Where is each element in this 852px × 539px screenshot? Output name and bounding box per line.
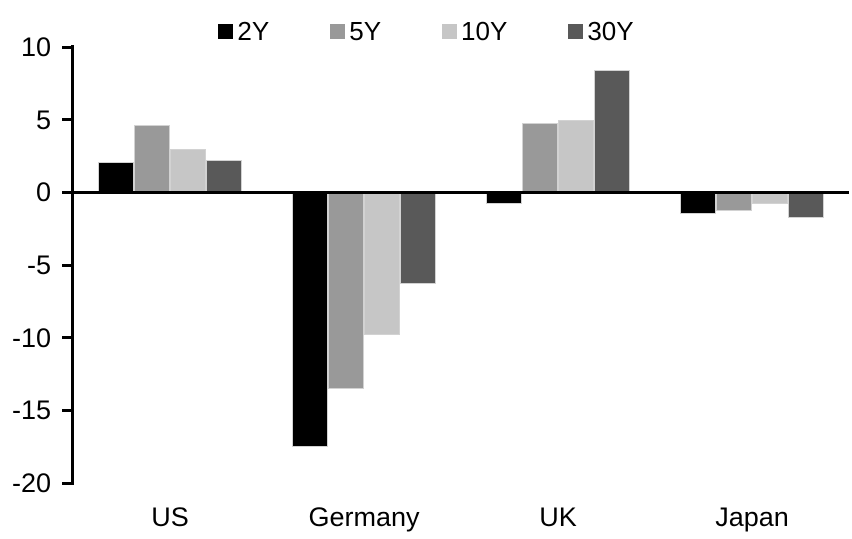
- y-tick-label--10: -10: [11, 322, 51, 353]
- legend-swatch-icon-30y: [568, 23, 584, 39]
- legend-swatch-icon-5y: [330, 23, 346, 39]
- bar-us-2y: [98, 161, 134, 193]
- x-category-label-us: US: [151, 502, 189, 532]
- bar-germany-2y: [292, 192, 328, 447]
- y-tick-label-0: 0: [35, 177, 51, 208]
- bar-japan-30y: [788, 192, 824, 219]
- bar-japan-2y: [680, 192, 716, 215]
- legend-item-2y: 2Y: [218, 17, 269, 45]
- y-tick-label-5: 5: [35, 104, 51, 135]
- legend-label-2y: 2Y: [237, 16, 270, 46]
- legend-swatch-icon-10y: [442, 23, 458, 39]
- x-category-label-japan: Japan: [715, 502, 789, 532]
- bar-uk-5y: [522, 122, 558, 193]
- bar-germany-10y: [364, 192, 400, 335]
- y-tick--20: [62, 481, 71, 485]
- bar-us-10y: [170, 148, 206, 193]
- y-tick-10: [62, 45, 71, 49]
- zero-baseline: [71, 191, 849, 194]
- legend-item-10y: 10Y: [442, 17, 507, 45]
- legend-item-5y: 5Y: [330, 17, 381, 45]
- bar-uk-2y: [486, 192, 522, 204]
- bar-germany-30y: [400, 192, 436, 284]
- bar-japan-10y: [752, 192, 788, 204]
- y-axis-line: [71, 45, 74, 485]
- y-tick-label-10: 10: [20, 32, 51, 62]
- y-tick--15: [62, 408, 71, 412]
- y-tick-label--5: -5: [26, 250, 51, 280]
- y-tick-5: [62, 118, 71, 122]
- x-category-label-uk: UK: [539, 502, 577, 532]
- y-tick-label--20: -20: [11, 468, 51, 498]
- bar-us-5y: [134, 125, 170, 193]
- legend-item-30y: 30Y: [568, 16, 634, 46]
- bar-us-30y: [206, 160, 242, 193]
- bar-japan-5y: [716, 192, 752, 212]
- bar-uk-30y: [594, 70, 630, 193]
- bar-uk-10y: [558, 119, 594, 193]
- y-tick-0: [62, 190, 71, 194]
- legend-label-30y: 30Y: [587, 16, 634, 46]
- legend-swatch-icon-2y: [218, 23, 234, 39]
- legend-label-5y: 5Y: [349, 16, 382, 46]
- x-category-label-germany: Germany: [308, 502, 420, 532]
- bar-germany-5y: [328, 192, 364, 389]
- y-tick--10: [62, 336, 71, 340]
- legend-label-10y: 10Y: [461, 16, 508, 46]
- y-tick-label--15: -15: [11, 395, 51, 426]
- chart-legend: 2Y 5Y 10Y 30Y: [0, 17, 852, 45]
- y-tick--5: [62, 263, 71, 267]
